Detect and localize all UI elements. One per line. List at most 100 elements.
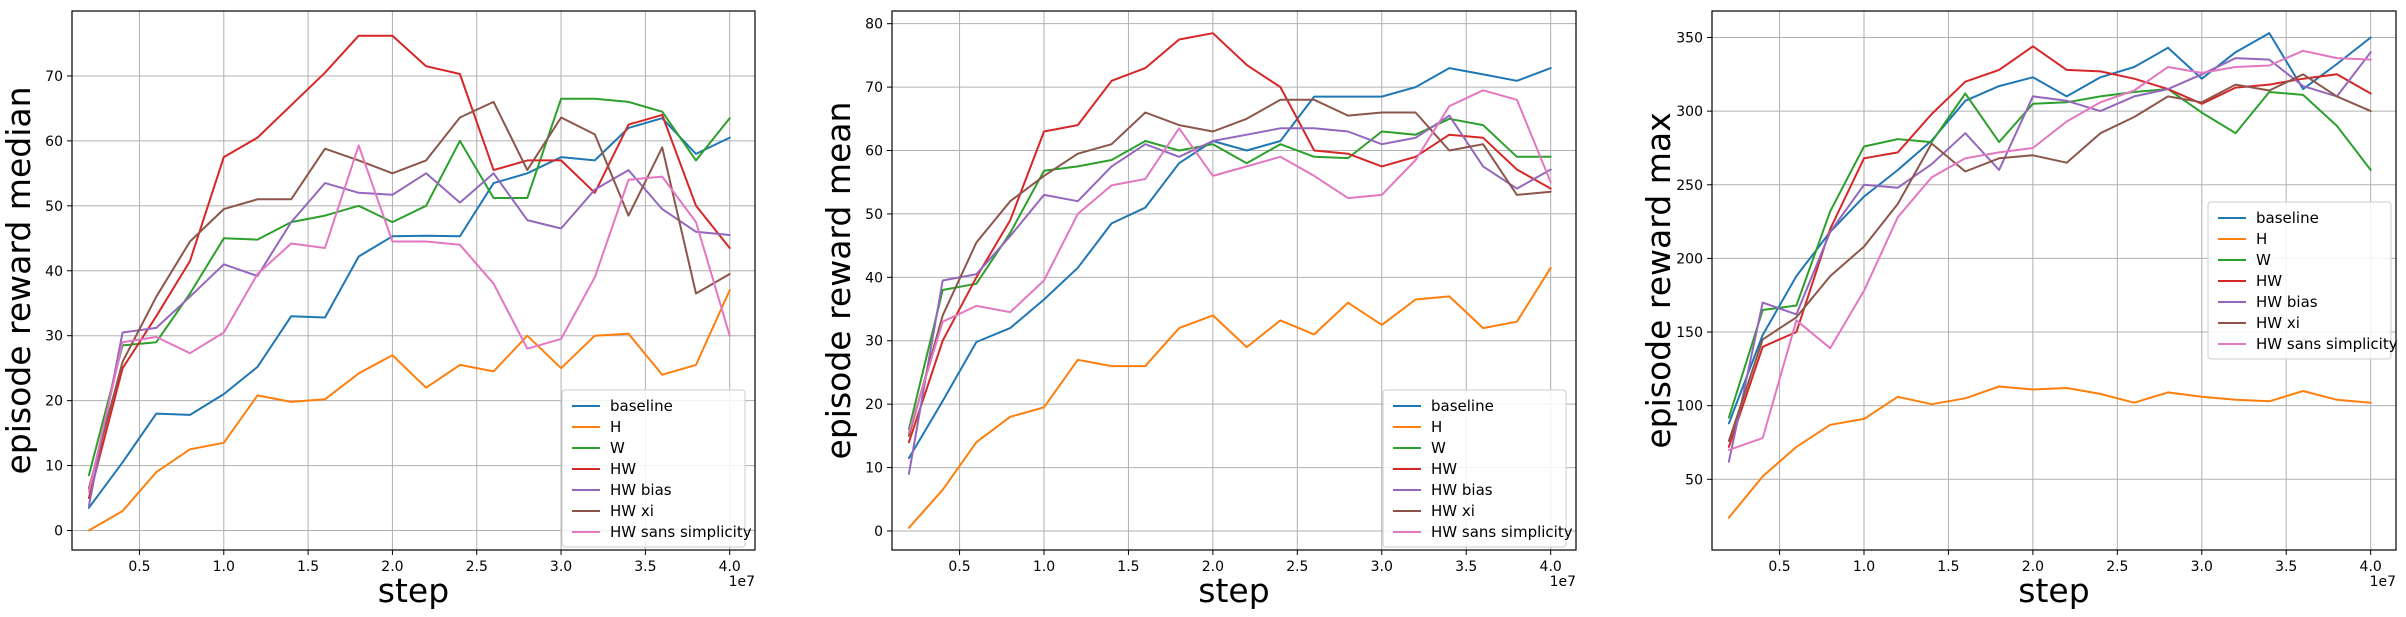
chart-0-y-tick-label: 10: [45, 459, 63, 475]
chart-0-y-tick-label: 60: [45, 134, 63, 150]
chart-0-x-offset-label: 1e7: [729, 574, 755, 590]
chart-0-legend-label-hw-sans-simplicity: HW sans simplicity: [610, 523, 752, 541]
chart-2-y-tick-label: 150: [1676, 325, 1703, 341]
chart-0-y-tick-label: 20: [45, 394, 63, 410]
chart-2-series-line-hw: [1727, 45, 2372, 448]
chart-0-legend: baseline HW HW HW bias HW xi HW sans simplici…: [561, 389, 752, 548]
chart-1-legend-label-baseline: baseline: [1431, 397, 1494, 415]
chart-0-x-tick-label: 4.0: [719, 559, 741, 575]
chart-1-y-tick-label: 50: [865, 207, 883, 223]
chart-0-legend-label-hw-xi: HW xi: [610, 502, 654, 520]
chart-2-series-line-h: [1727, 385, 2372, 519]
chart-1-y-tick-label: 80: [865, 17, 883, 33]
chart-2-legend-label-hw: HW: [2256, 272, 2282, 290]
chart-1-series-line-hw-xi: [907, 98, 1552, 437]
chart-2-series-line-hw-bias: [1727, 51, 2372, 463]
chart-0-series-line-baseline: [87, 117, 731, 509]
chart-2-x-offset-label: 1e7: [2370, 574, 2396, 590]
chart-1-x-tick-label: 1.0: [1033, 559, 1055, 575]
chart-1-x-tick-label: 1.5: [1117, 559, 1139, 575]
chart-episode-reward-max: 0.5 1.0 1.5 2.0 2.5 3.0 3.5 4.0 50 100 150 200 250 30…: [1639, 10, 2398, 610]
chart-0-legend-box: [561, 389, 746, 548]
chart-1-y-tick-label: 40: [865, 270, 883, 286]
chart-0-series-line-h: [87, 289, 731, 532]
chart-0-series-line-hw: [87, 34, 731, 499]
chart-0-x-tick-label: 1.5: [297, 559, 319, 575]
chart-1-series-line-hw-bias: [907, 114, 1552, 475]
chart-1-series-line-hw-sans-simplicity: [907, 89, 1552, 434]
chart-1-legend-label-hw-bias: HW bias: [1431, 481, 1493, 499]
chart-0-x-tick-label: 1.0: [213, 559, 235, 575]
chart-2-x-tick-label: 4.0: [2360, 559, 2382, 575]
chart-1-x-tick-label: 3.5: [1455, 559, 1477, 575]
chart-0-x-tick-label: 2.5: [466, 559, 488, 575]
chart-0-y-tick-label: 40: [45, 264, 63, 280]
chart-2-y-tick-label: 300: [1676, 104, 1703, 120]
chart-2-x-tick-label: 3.5: [2275, 559, 2297, 575]
chart-2-legend: baseline HW HW HW bias HW xi HW sans simplici…: [2207, 201, 2398, 360]
chart-0-series-line-w: [87, 97, 731, 477]
chart-2-x-tick-label: 1.5: [1937, 559, 1959, 575]
chart-0-plot-frame: [71, 10, 756, 551]
chart-1-y-tick-label: 60: [865, 144, 883, 160]
chart-1-legend-label-hw-xi: HW xi: [1431, 502, 1475, 520]
chart-2-x-tick-label: 0.5: [1768, 559, 1790, 575]
chart-2-x-tick-label: 1.0: [1853, 559, 1875, 575]
chart-0-x-tick-label: 0.5: [128, 559, 150, 575]
chart-2-x-tick-label: 3.0: [2191, 559, 2213, 575]
chart-0-legend-label-h: H: [610, 418, 621, 436]
chart-1-legend-label-hw-sans-simplicity: HW sans simplicity: [1431, 523, 1573, 541]
chart-0-x-tick-label: 2.0: [381, 559, 403, 575]
chart-1-x-tick-label: 2.5: [1286, 559, 1308, 575]
chart-2-legend-label-hw-sans-simplicity: HW sans simplicity: [2256, 335, 2398, 353]
chart-0-x-axis-label: step: [378, 571, 449, 610]
chart-0-y-tick-label: 50: [45, 199, 63, 215]
chart-1-x-tick-label: 3.0: [1371, 559, 1393, 575]
chart-episode-reward-median: 0.5 1.0 1.5 2.0 2.5 3.0 3.5 4.0 0 10 20 30 40 50 60 70 s…: [0, 10, 756, 610]
chart-2-series-line-hw-xi: [1727, 73, 2372, 442]
chart-2-series-line-baseline: [1727, 32, 2372, 425]
chart-1-series-line-hw: [907, 32, 1552, 444]
chart-0-legend-label-hw-bias: HW bias: [610, 481, 672, 499]
chart-1-x-axis-label: step: [1198, 571, 1269, 610]
chart-0-legend-label-w: W: [610, 439, 625, 457]
chart-1-legend-label-h: H: [1431, 418, 1442, 436]
chart-1-series-line-w: [907, 117, 1552, 431]
chart-2-y-tick-label: 100: [1676, 399, 1703, 415]
chart-2-y-axis-label: episode reward max: [1639, 112, 1678, 448]
chart-1-y-tick-label: 70: [865, 80, 883, 96]
chart-0-series-line-hw-bias: [87, 169, 731, 507]
chart-1-legend: baseline HW HW HW bias HW xi HW sans simplici…: [1382, 389, 1573, 548]
chart-2-legend-label-hw-bias: HW bias: [2256, 293, 2318, 311]
chart-2-y-tick-label: 200: [1676, 251, 1703, 267]
chart-1-x-offset-label: 1e7: [1550, 574, 1576, 590]
chart-2-series-line-w: [1727, 88, 2372, 419]
chart-2-legend-label-baseline: baseline: [2256, 209, 2319, 227]
chart-2-legend-box: [2207, 201, 2392, 360]
chart-0-legend-label-baseline: baseline: [610, 397, 673, 415]
chart-1-x-tick-label: 2.0: [1202, 559, 1224, 575]
chart-0-y-tick-label: 0: [54, 524, 63, 540]
chart-1-x-tick-label: 0.5: [948, 559, 970, 575]
chart-0-x-tick-label: 3.0: [550, 559, 572, 575]
chart-0-series-line-hw-xi: [87, 100, 731, 490]
chart-1-y-tick-label: 20: [865, 397, 883, 413]
chart-0-y-tick-label: 70: [45, 69, 63, 85]
chart-2-legend-label-hw-xi: HW xi: [2256, 314, 2300, 332]
chart-2-y-tick-label: 250: [1676, 178, 1703, 194]
chart-2-y-tick-label: 50: [1685, 472, 1703, 488]
chart-episode-reward-mean: 0.5 1.0 1.5 2.0 2.5 3.0 3.5 4.0 0 10 20 30 40 50 60 70 8…: [819, 10, 1577, 610]
chart-2-legend-label-h: H: [2256, 230, 2267, 248]
chart-1-y-axis-label: episode reward mean: [819, 102, 858, 460]
chart-1-plot-frame: [891, 10, 1577, 551]
chart-1-y-tick-label: 30: [865, 334, 883, 350]
chart-1-x-tick-label: 4.0: [1540, 559, 1562, 575]
chart-0-x-tick-label: 3.5: [634, 559, 656, 575]
chart-1-y-tick-label: 10: [865, 461, 883, 477]
chart-2-series-line-hw-sans-simplicity: [1727, 49, 2372, 451]
chart-2-x-tick-label: 2.5: [2106, 559, 2128, 575]
chart-0-y-tick-label: 30: [45, 329, 63, 345]
chart-2-x-tick-label: 2.0: [2022, 559, 2044, 575]
chart-0-series-line-hw-sans-simplicity: [87, 144, 731, 493]
